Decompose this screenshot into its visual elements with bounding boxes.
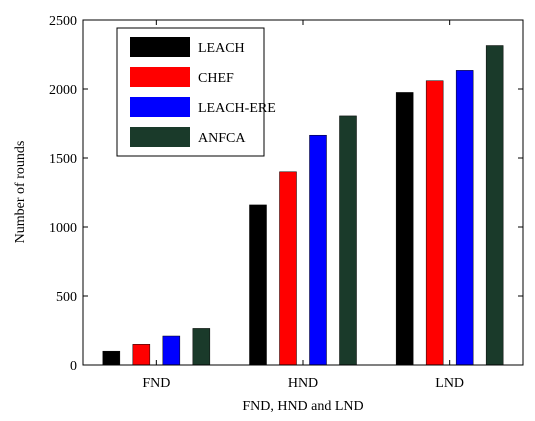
bar-anfca-fnd xyxy=(192,328,211,366)
y-tick-label: 2000 xyxy=(49,83,77,98)
y-tick-label: 0 xyxy=(70,359,77,374)
x-axis-label: FND, HND and LND xyxy=(242,399,363,414)
bar-leach-lnd xyxy=(395,92,414,366)
legend-swatch-leach-ere xyxy=(130,97,190,117)
y-tick-label: 1500 xyxy=(49,152,77,167)
legend-label-leach: LEACH xyxy=(198,41,245,56)
bar-anfca-lnd xyxy=(485,45,504,366)
y-axis: 0 500 1000 1500 2000 2500 xyxy=(49,14,523,374)
legend-label-anfca: ANFCA xyxy=(198,131,246,146)
bar-leach-ere-fnd xyxy=(162,335,181,366)
legend-swatch-anfca xyxy=(130,127,190,147)
bar-chef-hnd xyxy=(279,171,297,366)
legend-swatch-chef xyxy=(130,67,190,87)
bar-leach-ere-hnd xyxy=(309,134,327,366)
x-axis: FND HND LND xyxy=(142,20,464,391)
bar-leach-ere-lnd xyxy=(455,70,474,366)
legend-label-chef: CHEF xyxy=(198,71,234,86)
legend-swatch-leach xyxy=(130,37,190,57)
bar-anfca-hnd xyxy=(339,115,357,366)
bar-leach-hnd xyxy=(249,204,267,366)
y-axis-label: Number of rounds xyxy=(13,141,28,244)
x-tick-label: LND xyxy=(435,376,464,391)
bars-layer xyxy=(102,45,504,366)
legend-label-leach-ere: LEACH-ERE xyxy=(198,101,276,116)
bar-chef-lnd xyxy=(425,80,444,366)
y-tick-label: 1000 xyxy=(49,221,77,236)
x-tick-label: FND xyxy=(142,376,170,391)
y-tick-label: 500 xyxy=(56,290,77,305)
bar-chef-fnd xyxy=(132,344,151,366)
legend: LEACH CHEF LEACH-ERE ANFCA xyxy=(116,27,276,157)
y-tick-label: 2500 xyxy=(49,14,77,29)
x-tick-label: HND xyxy=(288,376,318,391)
bar-leach-fnd xyxy=(102,350,121,366)
